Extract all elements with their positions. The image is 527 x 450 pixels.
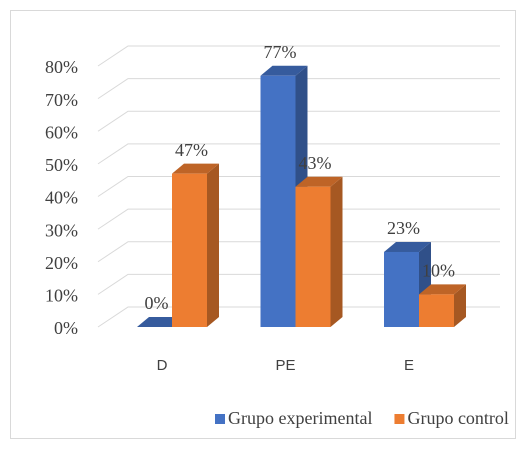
x-tick-label: E (404, 357, 414, 374)
x-tick-label: PE (275, 357, 295, 374)
bar (295, 186, 331, 327)
legend-swatch (394, 414, 405, 424)
bar (384, 251, 419, 327)
data-label: 43% (299, 153, 332, 173)
bar-side (207, 163, 219, 327)
grid-line (97, 45, 500, 67)
bar-top (419, 284, 466, 295)
data-label: 10% (422, 261, 455, 281)
bar (172, 173, 207, 327)
y-tick-label: 0% (54, 318, 78, 338)
grid-line (97, 208, 500, 230)
bar-top (384, 241, 431, 252)
legend-label: Grupo experimental (228, 408, 372, 428)
data-label: 23% (387, 218, 420, 238)
y-tick-label: 60% (45, 122, 78, 142)
data-label: 0% (145, 293, 169, 313)
bar (419, 294, 454, 327)
bar-top (172, 163, 219, 174)
bar (260, 75, 296, 327)
bar-side (330, 176, 343, 327)
legend-swatch (215, 414, 225, 424)
x-tick-label: D (157, 357, 168, 374)
y-tick-label: 40% (45, 188, 78, 208)
bar-top (260, 65, 308, 76)
grid-line (97, 78, 500, 100)
grid-line (97, 273, 500, 295)
legend-label: Grupo control (407, 408, 508, 428)
grid-line (97, 143, 500, 165)
grid-line (97, 306, 500, 328)
y-tick-label: 70% (45, 90, 78, 110)
y-tick-label: 30% (45, 220, 78, 240)
bar-side (454, 284, 466, 327)
data-label: 47% (175, 140, 208, 160)
bar-top (295, 176, 343, 187)
grid-line (97, 110, 500, 132)
y-tick-label: 80% (45, 57, 78, 77)
grid-line (97, 176, 500, 197)
y-tick-label: 20% (45, 253, 78, 273)
data-label: 77% (264, 42, 297, 62)
y-tick-label: 50% (45, 155, 78, 175)
grid-line (97, 241, 500, 263)
y-tick-label: 10% (45, 286, 78, 306)
